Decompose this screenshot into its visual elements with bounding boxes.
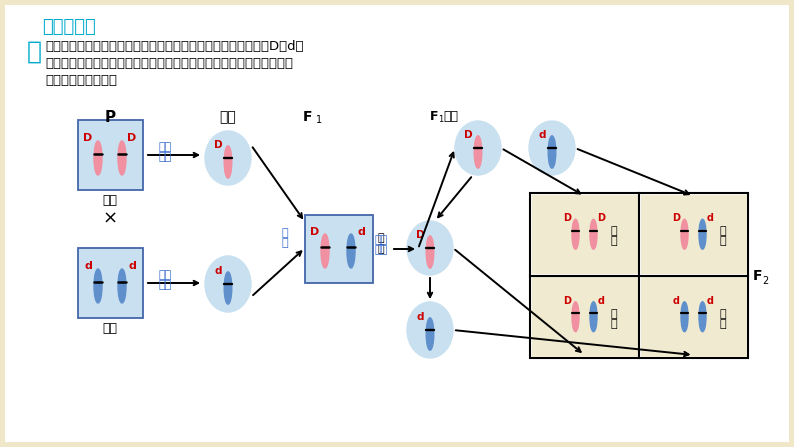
Text: 高: 高: [611, 309, 617, 319]
Text: 分裂: 分裂: [375, 245, 387, 255]
Ellipse shape: [118, 141, 126, 175]
Bar: [641, 277, 746, 357]
Text: 受: 受: [282, 228, 288, 238]
Text: 高: 高: [611, 226, 617, 236]
Ellipse shape: [699, 219, 706, 249]
Text: 减数: 减数: [158, 142, 172, 152]
Ellipse shape: [426, 318, 434, 350]
Text: 减数: 减数: [158, 270, 172, 280]
Ellipse shape: [205, 131, 251, 185]
Text: D: D: [214, 140, 223, 150]
Text: ×: ×: [102, 210, 118, 228]
Bar: [641, 194, 746, 274]
Text: 2: 2: [762, 275, 769, 286]
Text: D: D: [464, 130, 472, 140]
Ellipse shape: [407, 221, 453, 275]
Text: d: d: [128, 261, 136, 271]
Text: 矮茎: 矮茎: [102, 322, 118, 335]
Ellipse shape: [572, 219, 579, 249]
Ellipse shape: [572, 302, 579, 332]
Bar: [78, 248, 143, 318]
Ellipse shape: [590, 219, 597, 249]
Text: D: D: [416, 230, 425, 240]
Text: F: F: [753, 269, 762, 283]
Ellipse shape: [205, 256, 251, 312]
Text: 高: 高: [377, 233, 384, 243]
Text: D: D: [83, 133, 93, 143]
Text: d: d: [598, 296, 605, 306]
Ellipse shape: [94, 269, 102, 303]
Ellipse shape: [94, 141, 102, 175]
Bar: [530, 193, 748, 358]
Text: 1: 1: [438, 115, 443, 124]
Text: 矮: 矮: [719, 309, 727, 319]
Bar: [531, 194, 638, 274]
Text: D: D: [564, 213, 572, 224]
Ellipse shape: [474, 136, 482, 168]
Text: P: P: [105, 110, 116, 125]
Text: D: D: [597, 213, 605, 224]
Ellipse shape: [321, 234, 329, 268]
Text: 茎: 茎: [611, 236, 617, 246]
Text: 请结合萨顿的假说内容，在图中的染色体上标注基因的符号（用D和d表: 请结合萨顿的假说内容，在图中的染色体上标注基因的符号（用D和d表: [45, 40, 303, 53]
Text: d: d: [673, 296, 680, 306]
Text: d: d: [707, 296, 714, 306]
Ellipse shape: [455, 121, 501, 175]
Text: 精: 精: [282, 238, 288, 248]
Text: 茎: 茎: [719, 236, 727, 246]
Ellipse shape: [681, 302, 688, 332]
Text: D: D: [310, 227, 320, 237]
Text: 减数: 减数: [375, 235, 387, 245]
Text: d: d: [84, 261, 92, 271]
Text: 】: 】: [27, 40, 42, 64]
Text: 茎: 茎: [377, 244, 384, 254]
Text: 高: 高: [719, 226, 727, 236]
Ellipse shape: [529, 121, 575, 175]
Ellipse shape: [426, 236, 434, 268]
Ellipse shape: [681, 219, 688, 249]
Bar: [305, 215, 373, 283]
Text: D: D: [673, 213, 680, 224]
Text: d: d: [214, 266, 222, 276]
Text: D: D: [127, 133, 137, 143]
Text: 示），解释孟德尔一对相对性状的杂交实验（图中染色体上的黑色短线: 示），解释孟德尔一对相对性状的杂交实验（图中染色体上的黑色短线: [45, 57, 293, 70]
Ellipse shape: [224, 146, 232, 178]
Text: d: d: [417, 312, 424, 322]
Text: 配子: 配子: [220, 110, 237, 124]
Text: d: d: [357, 227, 365, 237]
Bar: [78, 120, 143, 190]
Text: d: d: [707, 213, 714, 224]
Text: 茎: 茎: [719, 319, 727, 329]
Text: 配子: 配子: [443, 110, 458, 123]
Ellipse shape: [407, 302, 453, 358]
Ellipse shape: [224, 272, 232, 304]
Text: d: d: [539, 130, 546, 140]
Text: 分裂: 分裂: [158, 152, 172, 162]
Ellipse shape: [548, 136, 556, 168]
Text: F: F: [430, 110, 438, 123]
Text: 【思考探究: 【思考探究: [42, 18, 96, 36]
Text: F: F: [303, 110, 313, 124]
Text: 茎: 茎: [611, 319, 617, 329]
Text: 代表基因的位置）。: 代表基因的位置）。: [45, 74, 117, 87]
Ellipse shape: [590, 302, 597, 332]
Ellipse shape: [118, 269, 126, 303]
Ellipse shape: [347, 234, 355, 268]
Bar: [531, 277, 638, 357]
Text: 高茎: 高茎: [102, 194, 118, 207]
Text: D: D: [564, 296, 572, 306]
Ellipse shape: [699, 302, 706, 332]
Text: 1: 1: [316, 115, 322, 125]
Text: 分裂: 分裂: [158, 280, 172, 290]
